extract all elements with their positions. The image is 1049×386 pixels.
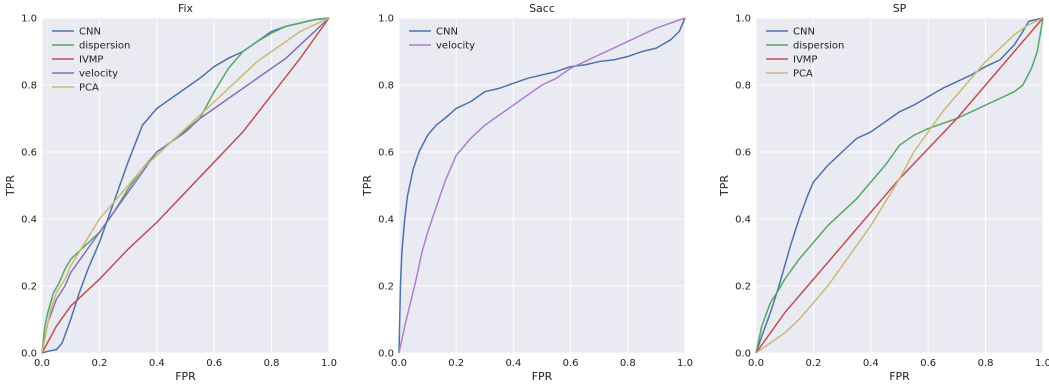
x-tick-label: 0.0: [391, 358, 407, 369]
x-axis-label: FPR: [889, 370, 910, 383]
x-tick-label: 1.0: [677, 358, 693, 369]
y-axis-label: TPR: [4, 175, 17, 197]
x-tick-label: 0.8: [620, 358, 636, 369]
chart-title: Fix: [178, 2, 194, 15]
series-line-ivmp: [41, 17, 330, 354]
x-tick-label: 0.8: [264, 358, 280, 369]
y-tick-label: 0.0: [378, 349, 394, 360]
series-line-cnn: [755, 17, 1044, 354]
legend-label-velocity: velocity: [79, 69, 118, 80]
y-axis-label: TPR: [361, 175, 374, 197]
chart-panel-sp: 0.0 0.2 0.4 0.6 0.8 1.0 0.0 0.2 0.4 0.6 0.8 1.0 SP FP…: [718, 2, 1049, 383]
x-tick-label: 0.0: [34, 358, 50, 369]
x-tick-label: 0.6: [563, 358, 579, 369]
x-tick-label: 0.2: [448, 358, 464, 369]
y-tick-label: 1.0: [735, 14, 751, 25]
x-tick-label: 1.0: [1035, 358, 1049, 369]
x-tick-label: 0.6: [920, 358, 936, 369]
chart-panel-fix: 0.0 0.2 0.4 0.6 0.8 1.0 0.0 0.2 0.4 0.6 0.8 1.0 Fix F…: [4, 2, 337, 383]
series-line-cnn: [41, 17, 330, 354]
y-tick-label: 1.0: [378, 14, 394, 25]
legend-label-dispersion: dispersion: [793, 41, 844, 52]
plot-background: [42, 18, 329, 353]
x-tick-label: 1.0: [321, 358, 337, 369]
chart-title: Sacc: [529, 2, 555, 15]
y-tick-label: 0.0: [21, 349, 37, 360]
x-tick-label: 0.2: [91, 358, 107, 369]
legend-label-cnn: CNN: [436, 27, 458, 38]
legend-label-velocity: velocity: [436, 41, 475, 52]
series-line-pca: [41, 17, 330, 354]
chart-panel-sacc: 0.0 0.2 0.4 0.6 0.8 1.0 0.0 0.2 0.4 0.6 0.8 1.0 Sacc…: [361, 2, 693, 383]
legend-label-dispersion: dispersion: [79, 41, 130, 52]
y-tick-label: 0.0: [735, 349, 751, 360]
legend-label-ivmp: IVMP: [79, 55, 103, 66]
y-tick-label: 0.8: [378, 81, 394, 92]
y-tick-label: 0.4: [21, 215, 37, 226]
series-line-ivmp: [755, 17, 1044, 354]
series-line-cnn: [398, 17, 686, 354]
plot-background: [399, 18, 685, 353]
y-axis-label: TPR: [718, 175, 731, 197]
y-tick-label: 0.2: [21, 282, 37, 293]
legend-label-cnn: CNN: [79, 27, 101, 38]
series-line-velocity: [398, 17, 686, 354]
y-tick-label: 0.2: [735, 282, 751, 293]
x-tick-label: 0.6: [206, 358, 222, 369]
y-tick-label: 0.2: [378, 282, 394, 293]
legend-label-ivmp: IVMP: [793, 55, 817, 66]
legend: CNN dispersion IVMP velocity PCA: [52, 27, 130, 94]
chart-title: SP: [893, 2, 907, 15]
legend: CNN velocity: [409, 27, 475, 52]
y-tick-label: 0.4: [735, 215, 751, 226]
x-tick-label: 0.4: [505, 358, 521, 369]
x-tick-label: 0.4: [863, 358, 879, 369]
y-tick-label: 0.6: [21, 148, 37, 159]
x-tick-label: 0.4: [149, 358, 165, 369]
series-line-dispersion: [755, 17, 1044, 354]
y-tick-label: 0.6: [378, 148, 394, 159]
y-tick-label: 1.0: [21, 14, 37, 25]
x-tick-label: 0.8: [978, 358, 994, 369]
y-tick-label: 0.6: [735, 148, 751, 159]
legend-label-cnn: CNN: [793, 27, 815, 38]
y-tick-label: 0.4: [378, 215, 394, 226]
x-tick-label: 0.0: [748, 358, 764, 369]
legend: CNN dispersion IVMP PCA: [766, 27, 844, 80]
x-tick-label: 0.2: [805, 358, 821, 369]
legend-label-pca: PCA: [793, 69, 813, 80]
y-tick-label: 0.8: [21, 81, 37, 92]
legend-label-pca: PCA: [79, 83, 99, 94]
series-line-pca: [755, 17, 1044, 354]
y-tick-label: 0.8: [735, 81, 751, 92]
x-axis-label: FPR: [175, 370, 196, 383]
x-axis-label: FPR: [532, 370, 553, 383]
